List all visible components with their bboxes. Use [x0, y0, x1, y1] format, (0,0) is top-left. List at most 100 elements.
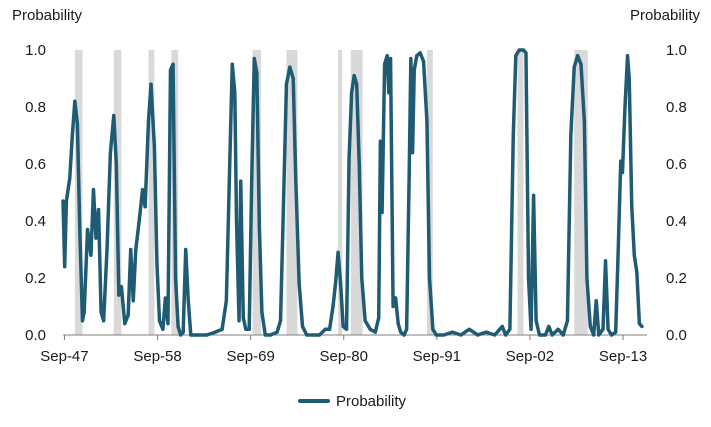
data-point	[70, 133, 74, 138]
data-point	[450, 330, 454, 334]
data-point	[82, 310, 86, 314]
data-point	[561, 333, 565, 337]
data-point	[344, 327, 349, 331]
y-tick-label-right: 0.4	[666, 213, 687, 230]
data-point	[134, 247, 138, 252]
data-point	[63, 265, 67, 269]
data-point	[377, 316, 381, 320]
data-point	[616, 247, 620, 252]
data-point	[526, 276, 531, 280]
data-point	[78, 233, 82, 237]
data-point	[459, 333, 463, 337]
data-point	[171, 62, 175, 66]
chart-legend: Probability	[298, 391, 406, 411]
data-point	[339, 282, 343, 286]
data-point	[137, 219, 141, 223]
data-point	[68, 176, 72, 180]
data-point	[126, 313, 130, 317]
data-point	[305, 333, 309, 337]
data-point	[275, 330, 279, 334]
data-point	[606, 327, 610, 331]
data-point	[514, 54, 518, 58]
y-tick-label-left: 0.8	[25, 99, 46, 116]
data-point	[220, 327, 224, 331]
data-point	[625, 54, 630, 58]
data-point	[294, 176, 298, 180]
data-point	[257, 225, 261, 229]
data-point	[155, 262, 159, 266]
y-tick-label-left: 0.6	[25, 156, 46, 173]
data-point	[250, 176, 254, 180]
data-point	[131, 299, 135, 303]
data-point	[357, 162, 361, 166]
data-point	[173, 276, 178, 280]
data-point	[635, 270, 639, 274]
data-point	[383, 62, 387, 66]
data-point	[85, 227, 90, 232]
x-tick-label: Sep-58	[133, 348, 181, 365]
x-tick-label: Sep-91	[413, 348, 461, 365]
data-point	[601, 327, 605, 331]
data-point	[391, 304, 395, 309]
data-point	[550, 333, 554, 337]
data-point	[373, 330, 377, 334]
data-point	[300, 324, 305, 329]
data-point	[500, 324, 504, 329]
data-point	[119, 284, 123, 289]
data-point	[399, 330, 403, 334]
data-point	[537, 333, 542, 337]
y-tick-label-right: 0.0	[666, 327, 687, 344]
data-point	[418, 51, 422, 55]
data-point	[405, 327, 409, 331]
data-point	[75, 122, 79, 126]
data-point	[543, 333, 548, 337]
data-point	[89, 253, 93, 257]
data-point	[415, 54, 419, 58]
data-point	[143, 205, 147, 209]
y-tick-label-left: 0.2	[25, 270, 46, 287]
data-point	[388, 56, 393, 61]
legend-swatch	[298, 399, 330, 403]
data-point	[331, 304, 335, 309]
data-point	[61, 199, 65, 203]
data-point	[565, 319, 570, 323]
data-point	[168, 68, 173, 72]
y-tick-label-left: 0.4	[25, 213, 46, 230]
data-point	[341, 324, 345, 329]
data-point	[336, 250, 340, 254]
data-point	[297, 282, 301, 286]
data-point	[317, 333, 322, 337]
data-point	[493, 333, 497, 337]
data-point	[627, 76, 631, 81]
data-point	[603, 259, 608, 263]
data-point	[484, 330, 488, 334]
data-point	[228, 162, 232, 166]
data-point	[129, 247, 133, 252]
data-point	[268, 333, 272, 337]
data-point	[112, 113, 116, 118]
data-point	[427, 276, 432, 280]
data-point	[184, 247, 188, 252]
data-point	[186, 299, 190, 303]
data-point	[434, 333, 438, 337]
data-point	[355, 82, 359, 86]
data-point	[442, 333, 446, 337]
data-point	[80, 319, 85, 323]
data-point	[387, 91, 391, 95]
data-point	[572, 65, 576, 69]
data-point	[146, 119, 151, 123]
chart-axes: 0.0 0.0 0.2 0.2 0.4 0.4 0.6 0.6 0.8 0.8 1.0 1.0 Sep-…	[25, 42, 687, 365]
data-point	[247, 327, 251, 331]
data-point	[360, 276, 364, 280]
data-point	[363, 319, 367, 323]
data-point	[511, 133, 515, 138]
data-point	[547, 324, 551, 329]
data-point	[597, 333, 601, 337]
data-point	[91, 188, 96, 192]
data-point	[582, 119, 586, 123]
x-tick-label: Sep-47	[40, 348, 88, 365]
data-point	[152, 145, 157, 149]
data-point	[205, 333, 209, 337]
recession-band	[286, 50, 298, 335]
data-point	[163, 296, 168, 300]
